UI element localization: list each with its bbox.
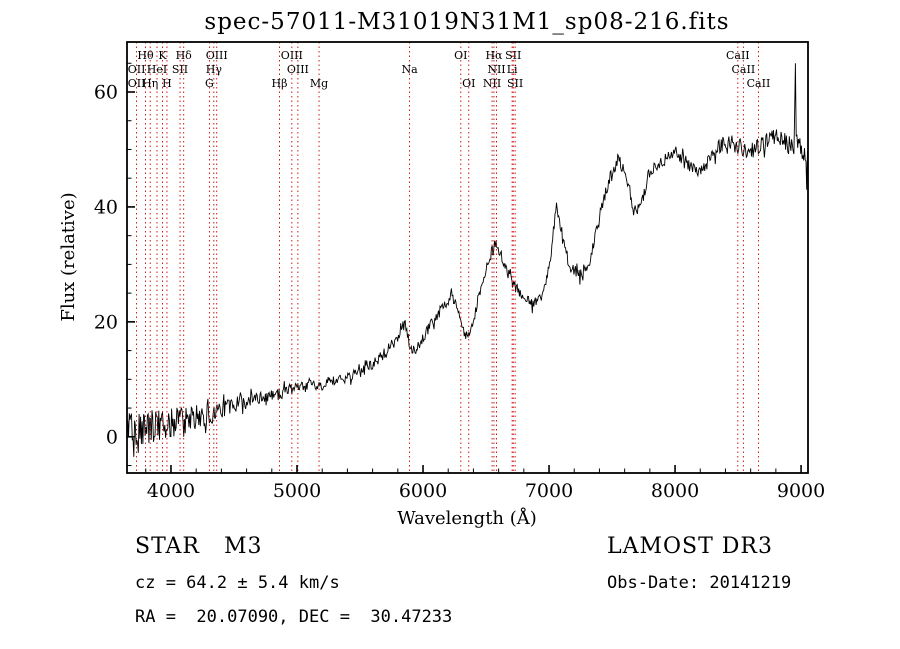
spectral-line-label: SII (507, 77, 523, 90)
x-tick-label: 4000 (147, 480, 195, 502)
spectral-line-label: Na (401, 63, 418, 76)
ra-dec-value: RA = 20.07090, DEC = 30.47233 (135, 607, 452, 627)
x-tick-label: 6000 (399, 480, 447, 502)
spectral-line-label: SII (172, 63, 188, 76)
spectral-line-label: HeI (147, 63, 167, 76)
y-tick-label: 60 (94, 81, 118, 103)
obs-date: Obs-Date: 20141219 (607, 573, 791, 593)
survey-label: LAMOST DR3 (607, 534, 773, 559)
spectral-line-label: K (158, 49, 167, 62)
spectrum-trace-group (126, 63, 808, 457)
x-tick-label: 8000 (651, 480, 699, 502)
figure-title: spec-57011-M31019N31M1_sp08-216.fits (204, 9, 729, 35)
spectral-line-label: OI (462, 77, 475, 90)
spectrum-trace (126, 63, 808, 457)
object-type-label: STAR M3 (135, 534, 263, 559)
spectral-line-label: SII (505, 49, 521, 62)
spectral-line-label: G (205, 77, 214, 90)
y-tick-label: 0 (106, 426, 118, 448)
axis-ticks: 4000 5000 6000 7000 8000 9000 0 20 40 60 (94, 62, 825, 502)
spectral-line-label: Hθ (137, 49, 154, 62)
y-tick-label: 40 (94, 196, 118, 218)
y-axis-label: Flux (relative) (58, 192, 79, 321)
spectral-line-label: OII (128, 63, 146, 76)
x-axis-label: Wavelength (Å) (397, 507, 537, 529)
x-tick-label: 5000 (273, 480, 321, 502)
spectral-line-label: Mg (310, 77, 328, 90)
spectral-line-label: Hδ (176, 49, 193, 62)
y-tick-label: 20 (94, 311, 118, 333)
spectral-line-label: CaII (726, 49, 750, 62)
spectral-line-label: OI (454, 49, 467, 62)
spectral-line-label: Hβ (272, 77, 288, 90)
spectral-line-labels: OIIOIIHθHηHeIKHSIIHδGHγOIIIHβOIIIOIIIMgN… (128, 49, 771, 90)
plot-frame (126, 41, 809, 474)
spectral-line-label: NII (487, 63, 505, 76)
spectral-line-label: H (162, 77, 172, 90)
spectral-line-label: Li (507, 63, 518, 76)
x-tick-label: 9000 (777, 480, 825, 502)
spectral-line-label: CaII (747, 77, 771, 90)
spectral-line-label: OIII (206, 49, 228, 62)
spectral-line-label: OIII (281, 49, 303, 62)
spectral-line-label: Hγ (206, 63, 223, 76)
x-tick-label: 7000 (525, 480, 573, 502)
cz-value: cz = 64.2 ± 5.4 km/s (135, 573, 340, 593)
spectral-line-label: OII (128, 77, 146, 90)
spectral-line-label: Hα (485, 49, 503, 62)
spectral-line-label: NII (483, 77, 501, 90)
spectral-line-label: OIII (287, 63, 309, 76)
spectral-line-label: Hη (142, 77, 158, 90)
spectral-line-label: CaII (732, 63, 756, 76)
